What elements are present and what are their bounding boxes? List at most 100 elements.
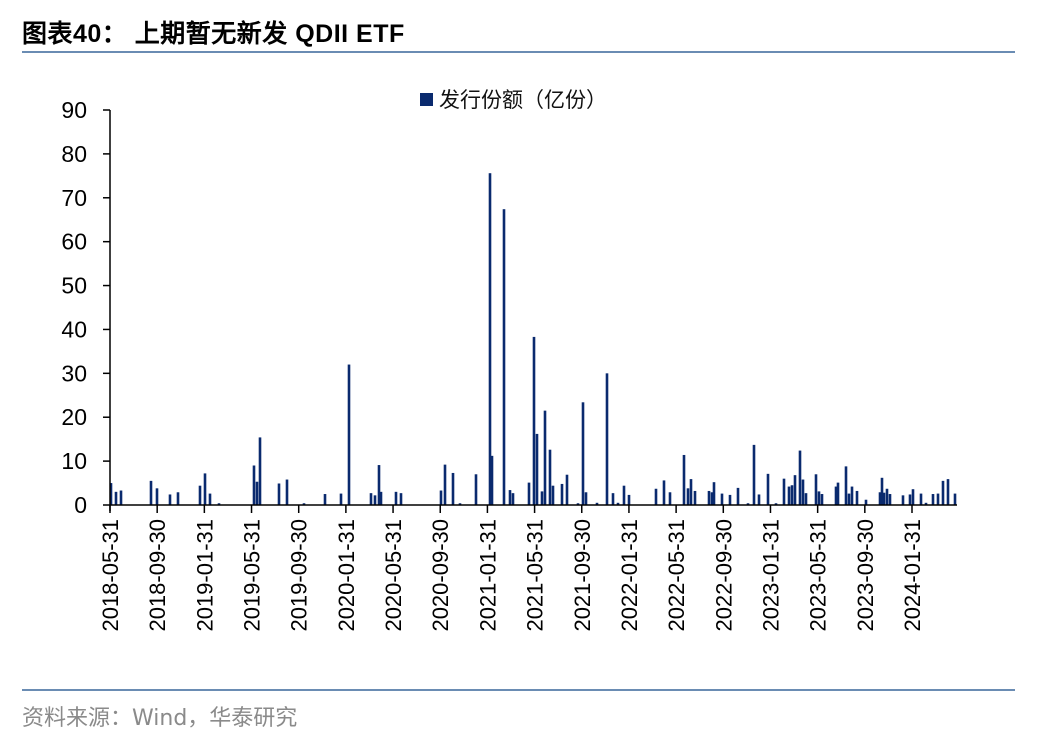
- bar: [474, 474, 478, 505]
- bar: [627, 494, 631, 505]
- bar: [527, 482, 531, 505]
- bar: [605, 373, 609, 505]
- bar: [198, 485, 202, 505]
- bar: [682, 454, 686, 505]
- bar: [712, 482, 716, 505]
- bar: [766, 473, 770, 505]
- x-tick-label: 2020-01-31: [334, 519, 359, 632]
- bar: [668, 492, 672, 505]
- bar: [662, 480, 666, 505]
- x-tick-label: 2020-09-30: [428, 519, 453, 632]
- bar: [801, 479, 805, 505]
- bar: [622, 485, 626, 505]
- bar: [908, 494, 912, 505]
- bar: [323, 494, 327, 505]
- bar: [488, 173, 492, 505]
- bar: [880, 477, 884, 505]
- bar: [782, 478, 786, 505]
- bar: [369, 493, 373, 505]
- bar: [176, 492, 180, 505]
- bar: [847, 493, 851, 505]
- bar: [836, 482, 840, 505]
- x-tick-label: 2019-01-31: [192, 519, 217, 632]
- bar: [109, 483, 113, 505]
- bar: [443, 464, 447, 505]
- x-tick-label: 2023-05-31: [806, 519, 831, 632]
- y-tick-label: 10: [61, 448, 87, 474]
- bar: [864, 499, 868, 505]
- bar: [302, 503, 306, 505]
- bar: [728, 494, 732, 505]
- y-tick-label: 30: [61, 360, 87, 386]
- bar: [339, 493, 343, 505]
- bar: [584, 492, 588, 505]
- bar: [924, 502, 928, 505]
- x-tick-label: 2024-01-31: [900, 519, 925, 632]
- chart-title: 图表40： 上期暂无新发 QDII ETF: [22, 20, 405, 48]
- bar: [611, 493, 615, 505]
- bar: [901, 495, 905, 505]
- bar: [850, 486, 854, 505]
- bar: [540, 491, 544, 505]
- bar: [654, 488, 658, 505]
- bar: [746, 503, 750, 505]
- bar: [774, 503, 778, 505]
- bar: [736, 487, 740, 505]
- y-tick-label: 40: [61, 316, 87, 342]
- y-tick-label: 80: [61, 141, 87, 167]
- y-axis: 0 10 20 30 40 50 60 70 80 90: [61, 97, 111, 518]
- bar: [285, 479, 289, 505]
- bar: [551, 485, 555, 505]
- bar: [508, 490, 512, 505]
- bar: [882, 492, 886, 505]
- bar: [817, 491, 821, 505]
- bar: [757, 494, 761, 505]
- bar: [798, 450, 802, 505]
- bar: [155, 488, 159, 505]
- bar: [931, 494, 935, 505]
- bar: [855, 490, 859, 505]
- bar: [946, 479, 950, 505]
- bar: [834, 486, 838, 505]
- bar: [919, 493, 923, 505]
- bar: [616, 502, 620, 505]
- bar: [885, 488, 889, 505]
- bar: [548, 449, 552, 505]
- bar: [936, 493, 940, 505]
- bar: [439, 490, 443, 505]
- y-tick-label: 60: [61, 229, 87, 255]
- bar: [752, 444, 756, 505]
- x-tick-label: 2021-01-31: [475, 519, 500, 632]
- y-tick-label: 20: [61, 404, 87, 430]
- x-tick-label: 2019-05-31: [240, 519, 265, 632]
- y-tick-label: 0: [74, 492, 87, 518]
- bar: [258, 437, 262, 505]
- bars-group: [109, 173, 957, 505]
- x-tick-label: 2021-09-30: [570, 519, 595, 632]
- bar: [394, 491, 398, 505]
- bar: [686, 488, 690, 505]
- bar: [707, 490, 711, 505]
- bar: [888, 494, 892, 505]
- bar: [458, 503, 462, 505]
- legend-swatch-icon: [420, 92, 433, 106]
- bar: [208, 493, 212, 505]
- y-tick-label: 90: [61, 97, 87, 123]
- bar: [804, 493, 808, 505]
- bar: [790, 485, 794, 505]
- y-tick-label: 50: [61, 273, 87, 299]
- bar: [844, 466, 848, 505]
- bar: [911, 489, 915, 505]
- bar: [373, 495, 377, 505]
- bar: [565, 474, 569, 505]
- bar: [119, 490, 123, 505]
- x-tick-label: 2022-09-30: [711, 519, 736, 632]
- bar: [793, 475, 797, 505]
- bar: [168, 494, 172, 505]
- bar: [203, 473, 207, 505]
- bar: [941, 480, 945, 505]
- bar: [576, 503, 580, 505]
- bar-chart: 0 10 20 30 40 50 60 70 80 90 2018-05-31 2018-09-30…: [61, 97, 957, 632]
- bar: [379, 491, 383, 505]
- bar: [814, 474, 818, 505]
